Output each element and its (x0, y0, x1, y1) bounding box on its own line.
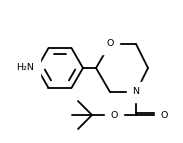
Text: H₂N: H₂N (16, 63, 34, 73)
Text: O: O (110, 111, 118, 120)
Text: O: O (106, 39, 114, 48)
Text: O: O (161, 111, 168, 120)
Text: N: N (132, 88, 139, 97)
